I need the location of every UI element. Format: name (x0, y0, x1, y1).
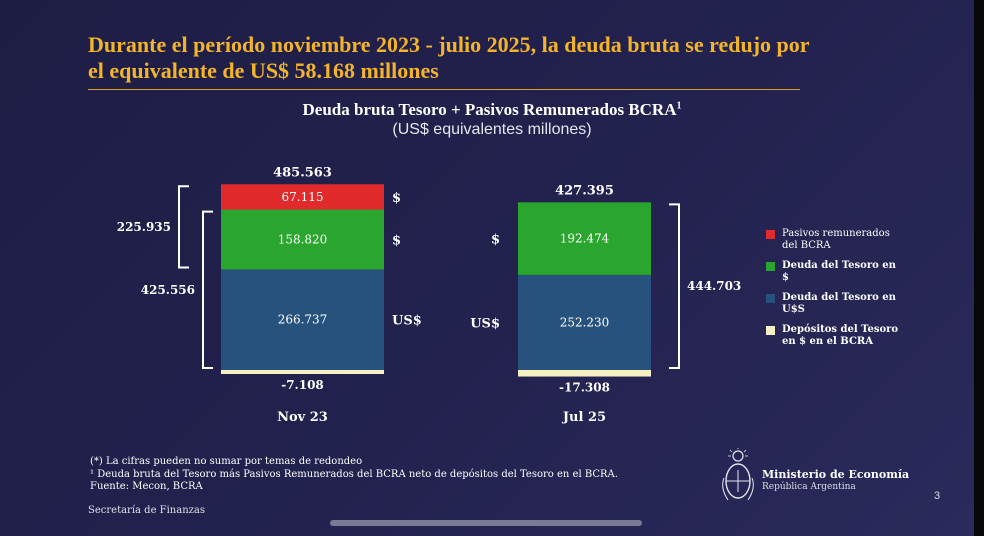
category-label-0: Nov 23 (277, 410, 328, 425)
scrollbar[interactable] (330, 520, 642, 526)
segment-label-deuda_pesos-0: 158.820 (278, 233, 328, 247)
chart-title-text: Deuda bruta Tesoro + Pasivos Remunerados… (302, 100, 677, 119)
bar-segment-depositos-1 (518, 370, 651, 377)
footnote-rounding: (*) La cifras pueden no sumar por temas … (90, 456, 363, 467)
segment-label-pasivos-0: 67.115 (282, 190, 324, 204)
coat-of-arms-icon (722, 448, 754, 501)
bar-segment-deuda_usd-0 (221, 269, 384, 370)
chart-title-footnote-mark: 1 (676, 100, 682, 112)
segment-label-deuda_pesos-1: 192.474 (560, 232, 610, 246)
legend-label-deuda-pesos: Deuda del Tesoro en $ (782, 260, 896, 283)
currency-tag-0: $ (392, 191, 401, 206)
legend-label-deuda-usd: Deuda del Tesoro en U$S (782, 292, 896, 315)
chart-subtitle: (US$ equivalentes millones) (392, 121, 592, 138)
bar-segment-deuda_pesos-1 (518, 202, 651, 275)
legend-item-deuda-usd: Deuda del Tesoro en U$S (766, 292, 916, 316)
legend-swatch-deuda-pesos (766, 262, 775, 271)
bar-segment-depositos-0 (221, 370, 384, 374)
footnotes: (*) La cifras pueden no sumar por temas … (90, 456, 650, 494)
headline-rule (88, 89, 800, 90)
legend-item-deuda-pesos: Deuda del Tesoro en $ (766, 260, 916, 284)
footnote-definition: ¹ Deuda bruta del Tesoro más Pasivos Rem… (90, 468, 618, 480)
bar-segment-deuda_pesos-0 (221, 209, 384, 270)
bar-segment-pasivos-0 (221, 184, 384, 210)
segment-label-deuda_usd-1: 252.230 (560, 315, 610, 329)
legend-swatch-depositos (766, 326, 775, 335)
currency-tag-4: US$ (470, 316, 500, 331)
page-number: 3 (934, 490, 941, 502)
total-label-1: 427.395 (555, 183, 614, 198)
department-label: Secretaría de Finanzas (88, 505, 206, 516)
legend-item-depositos: Depósitos del Tesoro en $ en el BCRA (766, 324, 916, 348)
legend-swatch-deuda-usd (766, 294, 775, 303)
bracket-0 (178, 185, 189, 269)
total-label-0: 485.563 (273, 165, 332, 180)
ministry-name: Ministerio de Economía (762, 468, 910, 481)
currency-tag-1: $ (392, 234, 401, 249)
bracket-2 (669, 203, 680, 369)
category-label-1: Jul 25 (562, 410, 606, 425)
ministry-block: Ministerio de Economía República Argenti… (718, 448, 918, 508)
ministry-country: República Argentina (762, 482, 856, 492)
bracket-label-1: 425.556 (141, 283, 195, 297)
footnote-source: Fuente: Mecon, BCRA (90, 481, 203, 492)
segment-label-depositos-1: -17.308 (559, 381, 610, 395)
currency-tag-2: US$ (392, 314, 422, 329)
segment-label-deuda_usd-0: 266.737 (278, 313, 328, 327)
legend-label-depositos: Depósitos del Tesoro en $ en el BCRA (782, 324, 899, 347)
legend: Pasivos remunerados del BCRA Deuda del T… (766, 228, 916, 356)
bracket-label-2: 444.703 (687, 279, 741, 293)
legend-swatch-pasivos (766, 230, 775, 239)
legend-item-pasivos: Pasivos remunerados del BCRA (766, 228, 916, 252)
segment-label-depositos-0: -7.108 (281, 378, 324, 392)
legend-label-pasivos: Pasivos remunerados del BCRA (782, 228, 890, 251)
bracket-label-0: 225.935 (117, 220, 171, 234)
bar-segment-deuda_usd-1 (518, 274, 651, 370)
chart-title: Deuda bruta Tesoro + Pasivos Remunerados… (0, 100, 984, 120)
window-edge (974, 0, 984, 536)
headline: Durante el período noviembre 2023 - juli… (88, 32, 810, 83)
bracket-1 (202, 210, 213, 369)
currency-tag-3: $ (491, 233, 500, 248)
